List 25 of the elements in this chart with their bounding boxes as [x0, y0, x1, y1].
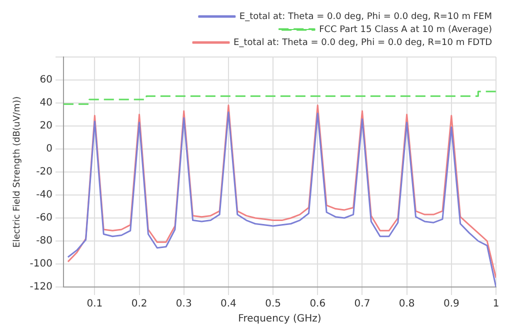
y-tick-label: -120 [30, 282, 52, 293]
y-tick-label: -60 [36, 212, 52, 224]
legend-label: E_total at: Theta = 0.0 deg, Phi = 0.0 deg, R=10 m FDTD [234, 38, 492, 48]
x-tick-label: 0.9 [443, 298, 460, 310]
x-tick-label: 0.4 [220, 298, 236, 310]
x-tick-label: 0.6 [310, 298, 326, 310]
y-tick-label: 60 [40, 74, 52, 86]
y-tick-label: -20 [36, 166, 52, 178]
y-tick-label: -100 [30, 258, 52, 270]
x-axis-title: Frequency (GHz) [238, 314, 322, 325]
x-tick-label: 1 [492, 298, 500, 310]
legend-label: E_total at: Theta = 0.0 deg, Phi = 0.0 deg, R=10 m FEM [239, 12, 492, 22]
y-tick-label: 40 [40, 98, 52, 109]
x-tick-label: 0.7 [354, 298, 370, 310]
x-tick-label: 0.5 [265, 298, 282, 310]
x-tick-label: 0.1 [86, 298, 103, 310]
y-tick-label: 20 [40, 120, 52, 132]
y-tick-label: -40 [36, 190, 52, 201]
x-tick-label: 0.8 [398, 298, 415, 310]
x-tick-label: 0.2 [131, 298, 148, 310]
y-tick-label: 0 [46, 144, 52, 155]
x-tick-label: 0.3 [176, 298, 192, 310]
y-axis-title: Electric Field Strength (dB(uV/m)) [12, 96, 23, 248]
y-tick-label: -80 [36, 236, 52, 247]
legend-label: FCC Part 15 Class A at 10 m (Average) [319, 24, 492, 35]
